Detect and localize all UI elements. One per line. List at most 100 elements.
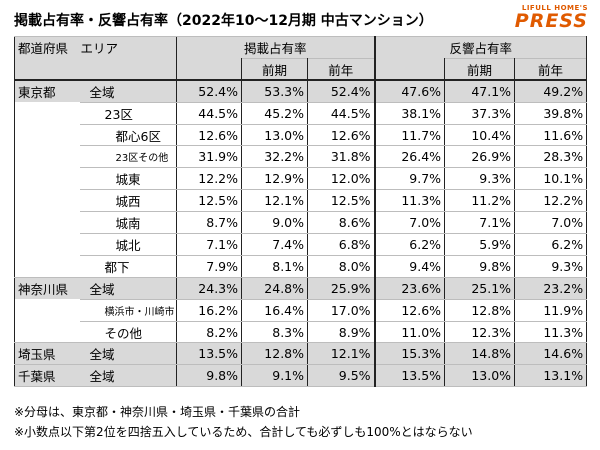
value-cell: 47.6%	[373, 79, 446, 103]
value-cell: 11.3%	[514, 320, 588, 344]
header-blank	[13, 58, 178, 82]
value-cell: 8.1%	[241, 254, 309, 278]
area-cell: 城東	[79, 167, 178, 191]
value-cell: 9.5%	[307, 364, 376, 388]
table-row: 23区その他 31.9% 32.2% 31.8% 26.4% 26.9% 28.3%	[14, 145, 588, 169]
value-cell: 9.3%	[444, 167, 516, 191]
value-cell: 7.0%	[514, 211, 588, 235]
table-row: 千葉県 全域 9.8% 9.1% 9.5% 13.5% 13.0% 13.1%	[14, 364, 588, 388]
prefecture-cell	[14, 145, 80, 168]
area-cell: 城北	[79, 233, 178, 256]
prefecture-cell: 埼玉県	[14, 342, 80, 366]
table-row: 神奈川県 全域 24.3% 24.8% 25.9% 23.6% 25.1% 23.2%	[14, 276, 588, 300]
value-cell: 8.6%	[307, 211, 376, 235]
area-cell: 全域	[79, 276, 178, 300]
table-row: 城西 12.5% 12.1% 12.5% 11.3% 11.2% 12.2%	[14, 189, 588, 213]
prefecture-cell	[14, 102, 80, 125]
value-cell: 8.0%	[307, 254, 376, 278]
value-cell: 28.3%	[514, 145, 588, 169]
value-cell: 16.2%	[176, 298, 243, 322]
value-cell: 6.8%	[307, 233, 376, 256]
value-cell: 32.2%	[241, 145, 309, 169]
value-cell: 13.5%	[373, 364, 446, 388]
value-cell: 23.6%	[373, 276, 446, 300]
table-row: 東京都 全域 52.4% 53.3% 52.4% 47.6% 47.1% 49.2%	[14, 79, 588, 103]
value-cell: 12.6%	[307, 123, 376, 147]
table-row: 埼玉県 全域 13.5% 12.8% 12.1% 15.3% 14.8% 14.6%	[14, 342, 588, 366]
area-cell: 全域	[79, 342, 178, 366]
value-cell: 13.0%	[241, 123, 309, 147]
value-cell: 44.5%	[176, 101, 243, 125]
value-cell: 12.6%	[176, 123, 243, 147]
value-cell: 45.2%	[241, 101, 309, 125]
value-cell: 13.5%	[176, 342, 243, 366]
value-cell: 25.9%	[307, 276, 376, 300]
brand-logo-top: LIFULL HOME'S	[521, 4, 588, 12]
value-cell: 9.4%	[373, 254, 446, 278]
value-cell: 6.2%	[514, 233, 588, 256]
value-cell: 44.5%	[307, 101, 376, 125]
prefecture-cell: 神奈川県	[14, 276, 80, 300]
value-cell: 14.8%	[444, 342, 516, 366]
value-cell: 39.8%	[514, 101, 588, 125]
value-cell: 12.1%	[241, 189, 309, 213]
value-cell: 52.4%	[176, 79, 243, 103]
value-cell: 49.2%	[514, 79, 588, 103]
prefecture-cell	[14, 255, 80, 278]
header-current-2	[373, 58, 446, 82]
page-title: 掲載占有率・反響占有率（2022年10～12月期 中古マンション）	[14, 13, 433, 29]
header-response-share: 反響占有率	[373, 36, 588, 59]
header-prev-quarter-1: 前期	[241, 57, 309, 82]
value-cell: 10.4%	[444, 123, 516, 147]
header-prev-year-2: 前年	[514, 57, 588, 82]
value-cell: 7.0%	[373, 211, 446, 235]
value-cell: 8.2%	[176, 320, 243, 344]
value-cell: 8.9%	[307, 320, 376, 344]
value-cell: 53.3%	[241, 79, 309, 103]
area-cell: 全域	[79, 364, 178, 388]
value-cell: 9.0%	[241, 211, 309, 235]
value-cell: 15.3%	[373, 342, 446, 366]
table-row: 横浜市・川崎市 16.2% 16.4% 17.0% 12.6% 12.8% 11.9%	[14, 298, 588, 322]
value-cell: 11.6%	[514, 123, 588, 147]
value-cell: 12.1%	[307, 342, 376, 366]
value-cell: 11.2%	[444, 189, 516, 213]
table-row: その他 8.2% 8.3% 8.9% 11.0% 12.3% 11.3%	[14, 320, 588, 344]
value-cell: 47.1%	[444, 79, 516, 103]
table-row: 都下 7.9% 8.1% 8.0% 9.4% 9.8% 9.3%	[14, 254, 588, 278]
value-cell: 11.0%	[373, 320, 446, 344]
value-cell: 12.3%	[444, 320, 516, 344]
value-cell: 38.1%	[373, 101, 446, 125]
area-cell: 城西	[79, 189, 178, 213]
value-cell: 6.2%	[373, 233, 446, 256]
occupancy-table: 都道府県 エリア 掲載占有率 反響占有率 前期 前年 前期 前年 東京都 全域 52…	[13, 36, 588, 388]
value-cell: 13.0%	[444, 364, 516, 388]
brand-logo-main: PRESS	[514, 10, 588, 32]
header-current	[176, 58, 243, 82]
value-cell: 9.7%	[373, 167, 446, 191]
value-cell: 12.5%	[307, 189, 376, 213]
value-cell: 23.2%	[514, 276, 588, 300]
area-cell: 都下	[79, 254, 178, 278]
value-cell: 5.9%	[444, 233, 516, 256]
value-cell: 10.1%	[514, 167, 588, 191]
value-cell: 12.0%	[307, 167, 376, 191]
header-row-1: 都道府県 エリア 掲載占有率 反響占有率	[13, 36, 588, 59]
value-cell: 12.2%	[176, 167, 243, 191]
value-cell: 31.9%	[176, 145, 243, 169]
prefecture-cell: 千葉県	[14, 364, 80, 388]
area-cell: 全域	[79, 79, 178, 103]
value-cell: 11.9%	[514, 298, 588, 322]
prefecture-cell	[14, 167, 80, 190]
value-cell: 7.1%	[176, 233, 243, 256]
area-cell: 23区その他	[79, 145, 178, 169]
value-cell: 16.4%	[241, 298, 309, 322]
value-cell: 26.9%	[444, 145, 516, 169]
value-cell: 12.8%	[241, 342, 309, 366]
value-cell: 7.9%	[176, 254, 243, 278]
value-cell: 13.1%	[514, 364, 588, 388]
area-cell: 横浜市・川崎市	[79, 298, 178, 322]
value-cell: 12.8%	[444, 298, 516, 322]
header-pref-area: 都道府県 エリア	[13, 36, 177, 59]
